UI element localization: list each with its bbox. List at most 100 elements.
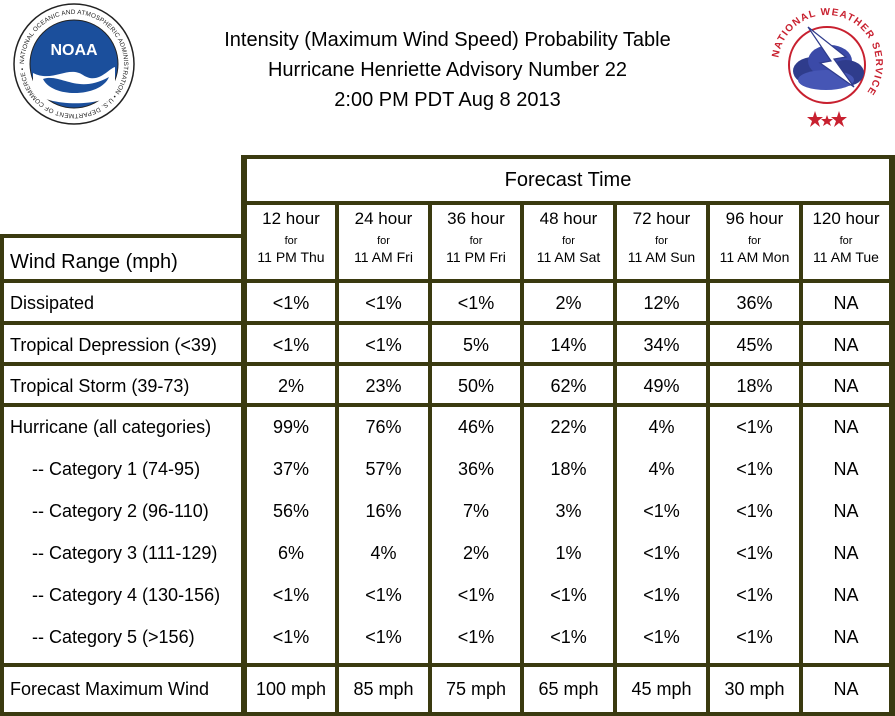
- probability-cell: <1%: [736, 626, 773, 647]
- probability-cell: <1%: [550, 626, 587, 647]
- forecast-max-wind-cell: 100 mph: [255, 679, 327, 699]
- column-hours: 24 hour: [354, 209, 413, 228]
- column-hours: 12 hour: [262, 209, 320, 228]
- column-hours: 96 hour: [725, 209, 784, 228]
- probability-cell: 62%: [550, 375, 587, 396]
- probability-cell: 36%: [736, 292, 773, 313]
- probability-cell: 3%: [555, 500, 582, 521]
- probability-cell: <1%: [643, 542, 680, 563]
- probability-cell: <1%: [736, 542, 773, 563]
- probability-cell: NA: [833, 416, 859, 437]
- probability-cell: 2%: [462, 542, 489, 563]
- probability-cell: 56%: [272, 500, 310, 521]
- probability-cell: 18%: [736, 375, 773, 396]
- probability-cell: 99%: [272, 416, 310, 437]
- forecast-max-wind-cell: 45 mph: [631, 679, 692, 699]
- probability-cell: 2%: [277, 375, 304, 396]
- probability-cell: 57%: [365, 458, 402, 479]
- title-line-1: Intensity (Maximum Wind Speed) Probabili…: [224, 29, 671, 51]
- probability-cell: 76%: [365, 416, 402, 437]
- star-icon: [821, 115, 833, 126]
- probability-cell: <1%: [272, 584, 310, 605]
- probability-cell: <1%: [272, 626, 310, 647]
- probability-cell: <1%: [643, 500, 680, 521]
- probability-cell: 34%: [643, 334, 680, 355]
- column-for: for: [748, 235, 761, 247]
- forecast-max-wind-cell: 30 mph: [724, 679, 785, 699]
- probability-cell: NA: [833, 500, 859, 521]
- row-label: Tropical Depression (<39): [10, 335, 217, 355]
- column-hours: 120 hour: [812, 209, 880, 228]
- probability-cell: NA: [833, 375, 859, 396]
- forecast-max-wind-cell: 65 mph: [538, 679, 599, 699]
- forecast-max-wind-cell: NA: [833, 679, 859, 699]
- title-line-3: 2:00 PM PDT Aug 8 2013: [334, 89, 561, 111]
- probability-cell: 4%: [370, 542, 397, 563]
- probability-cell: <1%: [365, 334, 402, 355]
- row-label: Dissipated: [10, 293, 95, 313]
- probability-cell: 14%: [550, 334, 587, 355]
- probability-cell: <1%: [365, 292, 402, 313]
- row-label: -- Category 4 (130-156): [32, 585, 221, 605]
- probability-cell: NA: [833, 584, 859, 605]
- probability-cell: NA: [833, 292, 859, 313]
- row-label: -- Category 1 (74-95): [32, 459, 201, 479]
- probability-cell: NA: [833, 626, 859, 647]
- nws-logo: NATIONAL WEATHER SERVICE: [770, 7, 883, 127]
- row-label: -- Category 3 (111-129): [32, 543, 218, 563]
- probability-cell: <1%: [365, 626, 402, 647]
- row-label: Hurricane (all categories): [10, 417, 212, 437]
- column-for: for: [284, 235, 298, 247]
- probability-cell: 50%: [457, 375, 495, 396]
- column-hours: 48 hour: [539, 209, 598, 228]
- column-hours: 36 hour: [447, 209, 505, 228]
- probability-cell: 22%: [550, 416, 587, 437]
- probability-cell: 46%: [457, 416, 495, 437]
- probability-cell: <1%: [550, 584, 587, 605]
- probability-cell: <1%: [457, 626, 495, 647]
- probability-cell: <1%: [272, 334, 310, 355]
- column-time: 11 PM Fri: [446, 249, 506, 265]
- forecast-max-wind-cell: 75 mph: [445, 679, 507, 699]
- probability-cell: 4%: [648, 458, 675, 479]
- star-icon: [831, 111, 847, 127]
- forecast-max-wind-label: Forecast Maximum Wind: [10, 679, 210, 699]
- probability-cell: <1%: [643, 626, 680, 647]
- noaa-logo: NOAA NATIONAL OCEANIC AND ATMOSPHERIC AD…: [13, 3, 135, 125]
- column-for: for: [377, 235, 390, 247]
- column-time: 11 AM Fri: [354, 249, 413, 265]
- row-label: Tropical Storm (39-73): [10, 376, 190, 396]
- probability-cell: NA: [833, 542, 859, 563]
- column-for: for: [655, 235, 668, 247]
- probability-cell: NA: [833, 458, 859, 479]
- wind-range-header: Wind Range (mph): [10, 251, 178, 273]
- probability-cell: 1%: [555, 542, 582, 563]
- probability-cell: <1%: [643, 584, 680, 605]
- star-icon: [807, 111, 823, 127]
- row-label: -- Category 5 (>156): [32, 627, 195, 647]
- probability-cell: 23%: [365, 375, 402, 396]
- noaa-logo-text: NOAA: [50, 42, 98, 59]
- column-for: for: [469, 235, 483, 247]
- probability-cell: 37%: [272, 458, 310, 479]
- column-for: for: [839, 235, 853, 247]
- column-time: 11 AM Sun: [627, 249, 696, 265]
- probability-cell: <1%: [272, 292, 310, 313]
- probability-cell: 16%: [365, 500, 402, 521]
- probability-cell: 12%: [643, 292, 680, 313]
- probability-cell: 7%: [462, 500, 489, 521]
- probability-cell: 6%: [277, 542, 304, 563]
- column-time: 11 AM Tue: [813, 249, 879, 265]
- probability-cell: 2%: [555, 292, 582, 313]
- probability-cell: 49%: [643, 375, 680, 396]
- probability-cell: <1%: [736, 584, 773, 605]
- column-time: 11 PM Thu: [257, 249, 325, 265]
- probability-cell: <1%: [365, 584, 402, 605]
- column-for: for: [562, 235, 575, 247]
- probability-cell: <1%: [736, 500, 773, 521]
- probability-cell: 4%: [648, 416, 675, 437]
- forecast-max-wind-cell: 85 mph: [353, 679, 414, 699]
- row-label: -- Category 2 (96-110): [32, 501, 209, 521]
- probability-cell: 36%: [457, 458, 495, 479]
- probability-cell: <1%: [736, 458, 773, 479]
